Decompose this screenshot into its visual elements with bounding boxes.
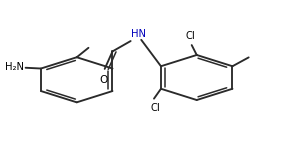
Text: H₂N: H₂N (5, 62, 24, 72)
Text: O: O (99, 75, 108, 85)
Text: Cl: Cl (186, 31, 195, 40)
Text: HN: HN (131, 29, 146, 39)
Text: Cl: Cl (150, 103, 160, 113)
